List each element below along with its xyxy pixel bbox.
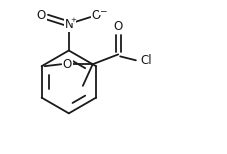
Text: O: O bbox=[62, 58, 72, 71]
Text: O: O bbox=[37, 9, 46, 22]
Text: −: − bbox=[99, 6, 106, 15]
Text: +: + bbox=[70, 17, 76, 23]
Text: N: N bbox=[64, 18, 73, 31]
Text: Cl: Cl bbox=[139, 54, 151, 67]
Text: O: O bbox=[113, 20, 122, 33]
Text: O: O bbox=[91, 9, 101, 22]
